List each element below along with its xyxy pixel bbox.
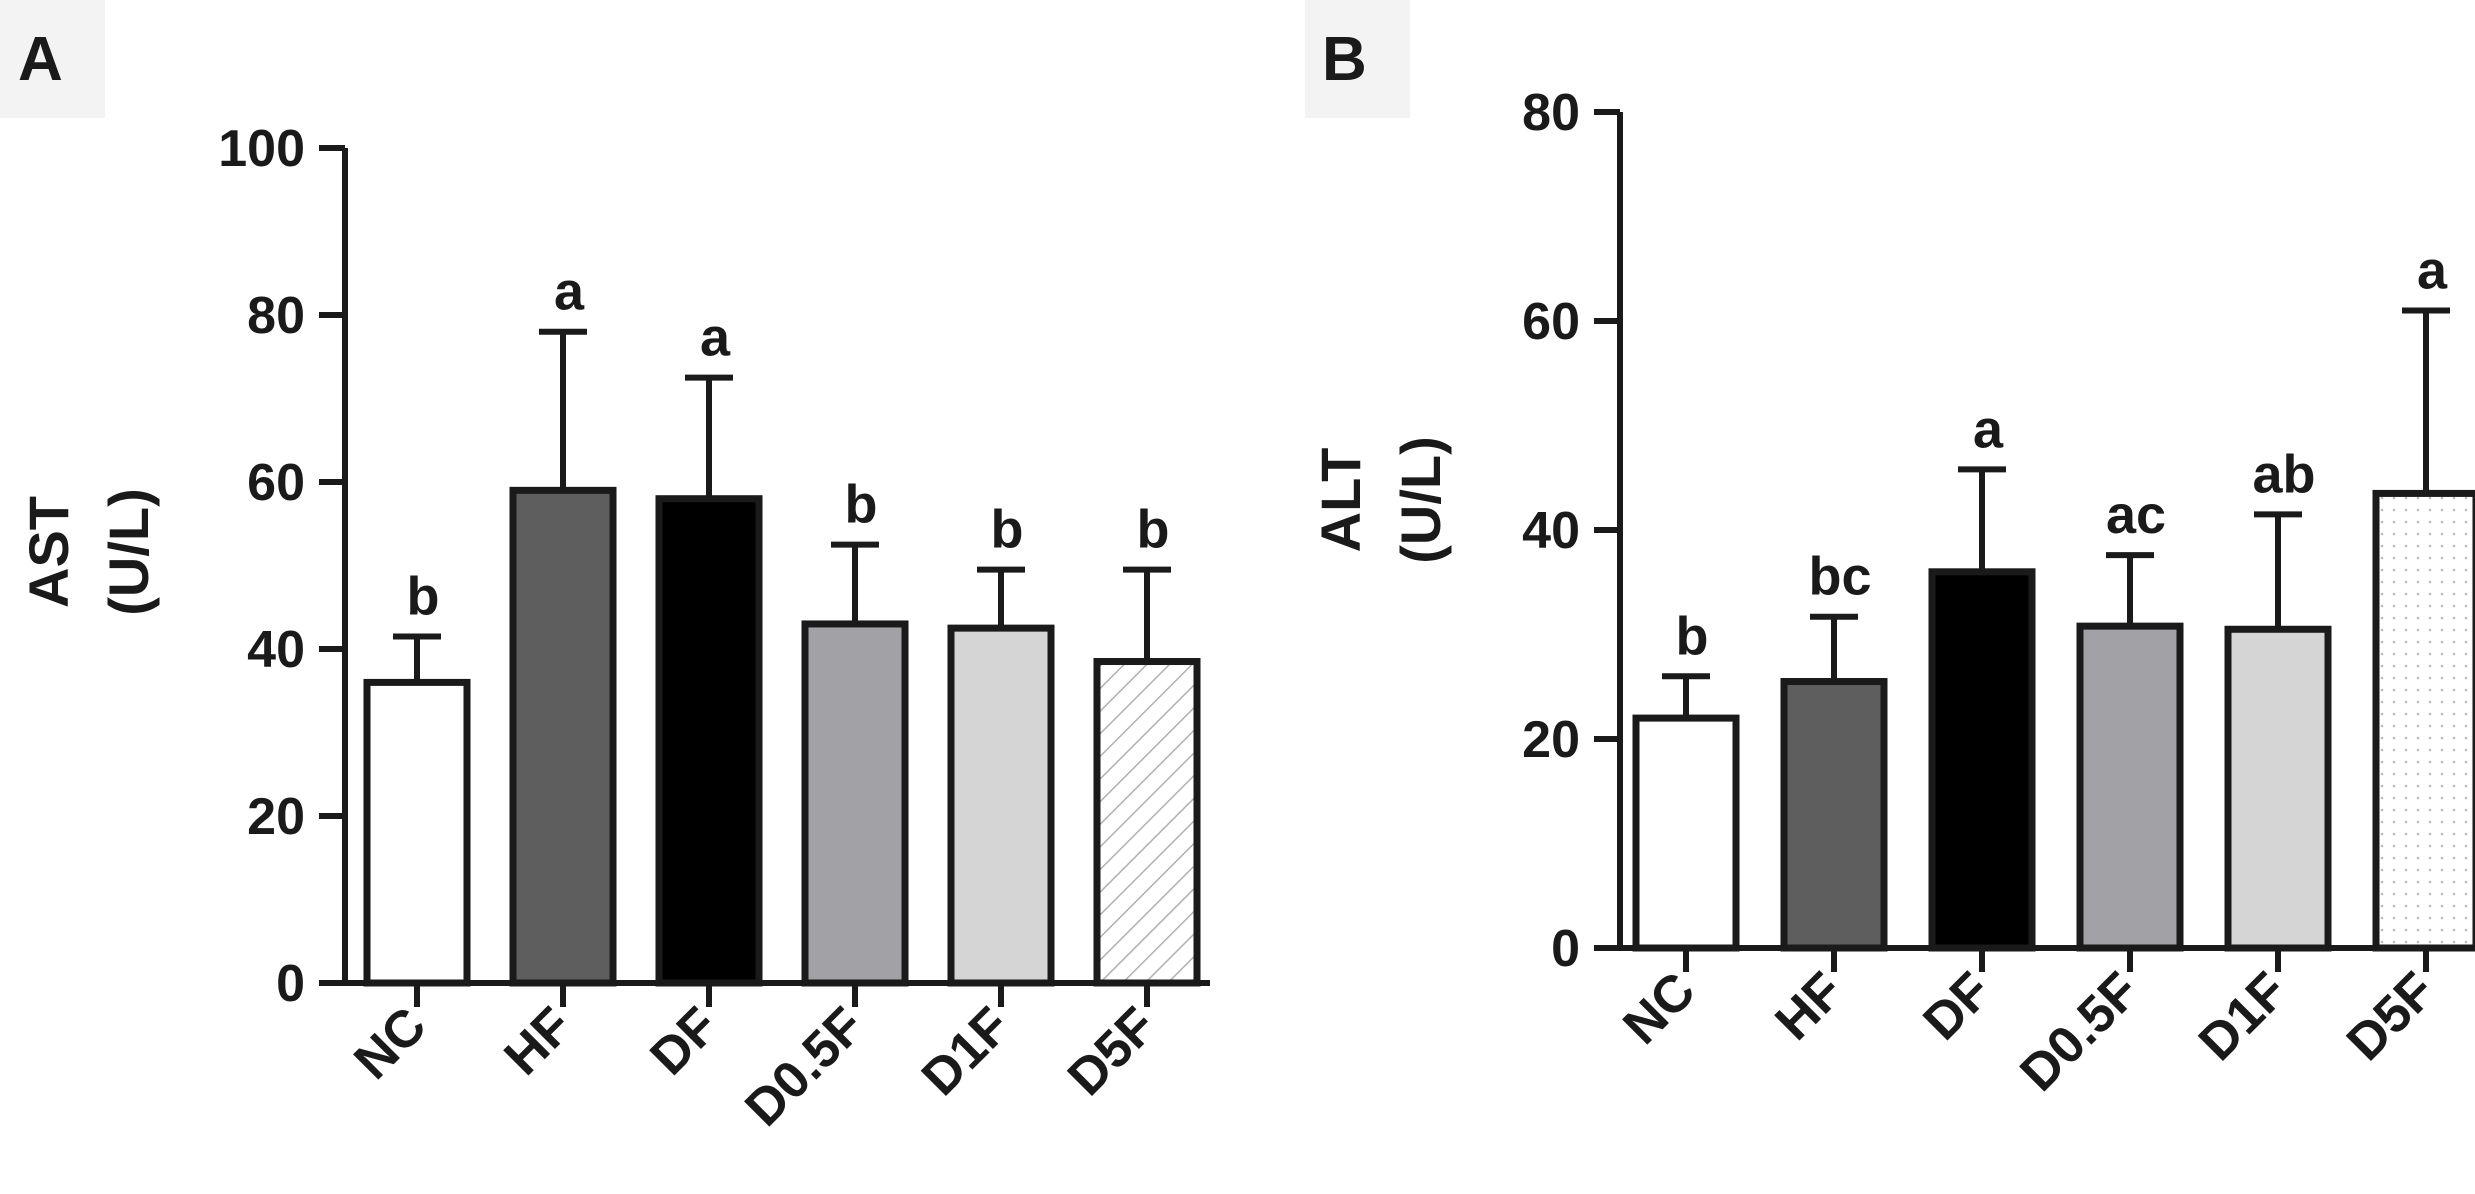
bar-a-DF [655, 495, 763, 987]
significance-label-a-NC: b [407, 566, 440, 626]
plot-area-b: 0 20 40 60 80 b NC bc HF a DF ac D0.5F ab D1F a D5F [1522, 84, 2475, 1103]
y-tick-label-b-40: 40 [1522, 502, 1580, 560]
y-tick-label-b-80: 80 [1522, 84, 1580, 142]
x-tick-label-a-NC: NC [343, 996, 437, 1090]
panel-label-bg-a [0, 0, 105, 118]
bar-a-D1F [947, 624, 1055, 987]
y-tick-label-b-0: 0 [1551, 920, 1580, 978]
y-tick-label-a-80: 80 [247, 287, 305, 345]
bar-a-NC [363, 678, 471, 987]
significance-label-b-D5F: a [2417, 241, 2448, 301]
significance-label-b-DF: a [1973, 399, 2004, 459]
panel-label-b: B [1322, 25, 1367, 94]
x-tick-label-b-HF: HF [1764, 961, 1854, 1051]
y-tick-label-a-100: 100 [218, 120, 305, 178]
y-tick-label-b-20: 20 [1522, 711, 1580, 769]
y-tick-label-a-0: 0 [276, 955, 305, 1013]
x-tick-label-b-D5F: D5F [2336, 961, 2446, 1071]
bar-a-HF [509, 486, 617, 987]
y-tick-label-b-60: 60 [1522, 293, 1580, 351]
bar-b-HF [1780, 678, 1888, 952]
x-tick-label-b-D0.5F: D0.5F [2009, 961, 2150, 1102]
y-axis-unit-b: (U/L) [1389, 436, 1452, 564]
significance-label-b-HF: bc [1808, 547, 1871, 607]
chart-panel-a: A AST (U/L) 0 20 40 60 80 100 b NC a HF a DF b D0.5F b… [0, 0, 1210, 1138]
bar-b-D5F [2372, 489, 2475, 952]
significance-label-b-NC: b [1676, 606, 1709, 666]
significance-label-a-D0.5F: b [845, 475, 878, 535]
significance-label-b-D0.5F: ac [2106, 485, 2166, 545]
panel-label-bg-b [1305, 0, 1410, 118]
bar-a-D5F [1093, 658, 1201, 987]
y-axis-label-b: ALT [1309, 448, 1372, 553]
chart-panel-b: B ALT (U/L) 0 20 40 60 80 b NC bc HF a DF ac D0.5F ab… [1305, 0, 2475, 1103]
significance-label-a-D5F: b [1137, 500, 1170, 560]
x-tick-label-a-D5F: D5F [1057, 996, 1167, 1106]
y-tick-label-a-20: 20 [247, 788, 305, 846]
plot-area-a: 0 20 40 60 80 100 b NC a HF a DF b D0.5F b D1F b D5F [218, 120, 1210, 1138]
y-tick-label-a-60: 60 [247, 454, 305, 512]
significance-label-a-DF: a [700, 308, 731, 368]
y-axis-unit-a: (U/L) [97, 488, 160, 616]
bar-b-DF [1928, 568, 2036, 952]
x-tick-label-a-D1F: D1F [911, 996, 1021, 1106]
y-axis-label-a: AST [17, 496, 80, 608]
significance-label-a-HF: a [554, 262, 585, 322]
significance-label-b-D1F: ab [2252, 444, 2315, 504]
bar-a-D0.5F [801, 620, 909, 987]
x-tick-label-b-NC: NC [1612, 961, 1706, 1055]
panel-label-a: A [18, 25, 63, 94]
x-tick-label-b-D1F: D1F [2188, 961, 2298, 1071]
bar-b-NC [1632, 714, 1740, 952]
bar-b-D0.5F [2076, 622, 2184, 952]
y-tick-label-a-40: 40 [247, 621, 305, 679]
x-tick-label-a-D0.5F: D0.5F [734, 996, 875, 1137]
x-tick-label-a-HF: HF [493, 996, 583, 1086]
x-tick-label-a-DF: DF [639, 996, 729, 1086]
significance-label-a-D1F: b [991, 500, 1024, 560]
x-tick-label-b-DF: DF [1912, 961, 2002, 1051]
bar-b-D1F [2224, 625, 2332, 952]
